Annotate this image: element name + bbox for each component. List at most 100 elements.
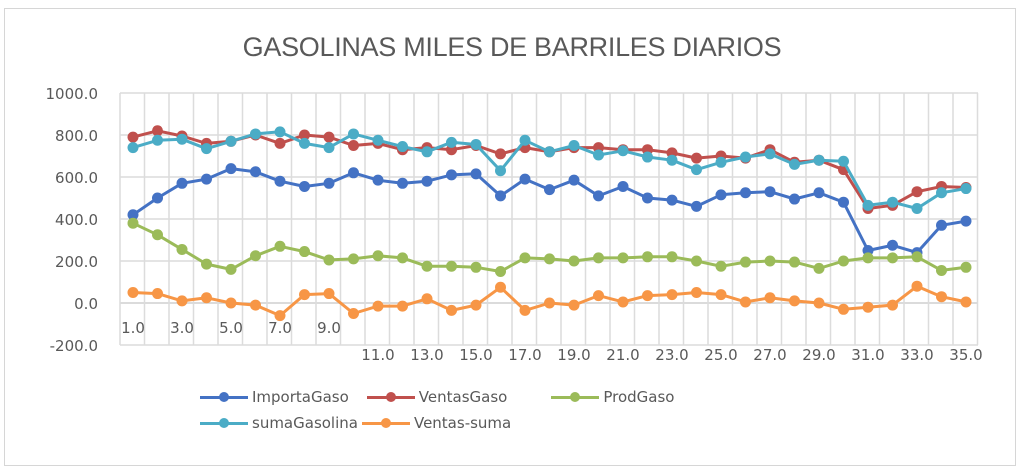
data-point[interactable] <box>862 252 874 264</box>
data-point[interactable] <box>617 145 629 157</box>
data-point[interactable] <box>666 289 678 301</box>
data-point[interactable] <box>740 296 751 308</box>
data-point[interactable] <box>593 290 604 302</box>
data-point[interactable] <box>936 187 947 199</box>
data-point[interactable] <box>201 258 212 270</box>
data-point[interactable] <box>446 136 457 148</box>
data-point[interactable] <box>887 299 898 311</box>
data-point[interactable] <box>764 186 776 198</box>
data-point[interactable] <box>911 280 923 292</box>
data-point[interactable] <box>642 192 653 204</box>
data-point[interactable] <box>152 192 163 204</box>
data-point[interactable] <box>544 253 555 265</box>
data-point[interactable] <box>299 129 310 141</box>
data-point[interactable] <box>568 299 580 311</box>
data-point[interactable] <box>813 297 825 309</box>
data-point[interactable] <box>372 134 384 146</box>
data-point[interactable] <box>666 194 678 206</box>
data-point[interactable] <box>176 243 188 255</box>
data-point[interactable] <box>691 287 702 298</box>
data-point[interactable] <box>446 169 457 181</box>
data-point[interactable] <box>323 142 335 154</box>
data-point[interactable] <box>764 148 776 160</box>
data-point[interactable] <box>348 308 359 319</box>
data-point[interactable] <box>176 177 188 189</box>
data-point[interactable] <box>740 151 751 163</box>
data-point[interactable] <box>862 199 874 211</box>
data-point[interactable] <box>519 304 531 316</box>
data-point[interactable] <box>397 177 408 189</box>
data-point[interactable] <box>911 186 923 198</box>
data-point[interactable] <box>299 289 310 301</box>
data-point[interactable] <box>960 215 972 227</box>
data-point[interactable] <box>421 293 433 305</box>
data-point[interactable] <box>593 252 604 264</box>
data-point[interactable] <box>299 180 310 192</box>
data-point[interactable] <box>691 255 702 267</box>
data-point[interactable] <box>960 296 972 308</box>
data-point[interactable] <box>446 304 457 316</box>
data-point[interactable] <box>764 292 776 304</box>
data-point[interactable] <box>274 240 286 252</box>
data-point[interactable] <box>323 131 335 143</box>
data-point[interactable] <box>372 174 384 186</box>
data-point[interactable] <box>887 196 898 208</box>
data-point[interactable] <box>691 152 702 164</box>
data-point[interactable] <box>519 252 531 264</box>
data-point[interactable] <box>299 137 310 149</box>
data-point[interactable] <box>911 251 923 263</box>
data-point[interactable] <box>568 255 580 267</box>
data-point[interactable] <box>152 229 163 241</box>
data-point[interactable] <box>715 289 727 301</box>
data-point[interactable] <box>617 252 629 264</box>
data-point[interactable] <box>225 297 237 309</box>
data-point[interactable] <box>372 300 384 312</box>
data-point[interactable] <box>323 288 335 300</box>
data-point[interactable] <box>225 135 237 147</box>
data-point[interactable] <box>838 303 849 315</box>
data-point[interactable] <box>152 288 163 300</box>
data-point[interactable] <box>225 263 237 275</box>
data-point[interactable] <box>348 167 359 179</box>
data-point[interactable] <box>642 290 653 302</box>
data-point[interactable] <box>764 255 776 267</box>
data-point[interactable] <box>691 200 702 212</box>
legend-item-sumagasolina[interactable]: sumaGasolina <box>200 414 358 432</box>
data-point[interactable] <box>348 253 359 265</box>
data-point[interactable] <box>421 175 433 187</box>
data-point[interactable] <box>887 239 898 251</box>
data-point[interactable] <box>960 183 972 195</box>
data-point[interactable] <box>495 190 506 202</box>
data-point[interactable] <box>740 187 751 199</box>
data-point[interactable] <box>593 190 604 202</box>
data-point[interactable] <box>176 133 188 145</box>
legend-item-prodgaso[interactable]: ProdGaso <box>551 388 674 406</box>
data-point[interactable] <box>152 134 163 146</box>
data-point[interactable] <box>201 173 212 185</box>
data-point[interactable] <box>495 148 506 160</box>
data-point[interactable] <box>936 219 947 231</box>
data-point[interactable] <box>789 295 800 307</box>
data-point[interactable] <box>642 251 653 263</box>
data-point[interactable] <box>813 262 825 274</box>
data-point[interactable] <box>323 254 335 266</box>
data-point[interactable] <box>617 180 629 192</box>
data-point[interactable] <box>348 128 359 140</box>
data-point[interactable] <box>225 163 237 175</box>
data-point[interactable] <box>470 138 482 150</box>
data-point[interactable] <box>593 149 604 161</box>
data-point[interactable] <box>789 256 800 268</box>
data-point[interactable] <box>544 146 555 158</box>
data-point[interactable] <box>838 196 849 208</box>
data-point[interactable] <box>519 173 531 185</box>
data-point[interactable] <box>691 164 702 176</box>
data-point[interactable] <box>127 217 139 229</box>
data-point[interactable] <box>740 256 751 268</box>
data-point[interactable] <box>519 134 531 146</box>
legend-item-ventas-suma[interactable]: Ventas-suma <box>361 414 511 432</box>
data-point[interactable] <box>421 260 433 272</box>
data-point[interactable] <box>201 292 212 304</box>
data-point[interactable] <box>813 187 825 199</box>
data-point[interactable] <box>813 154 825 166</box>
data-point[interactable] <box>372 250 384 262</box>
